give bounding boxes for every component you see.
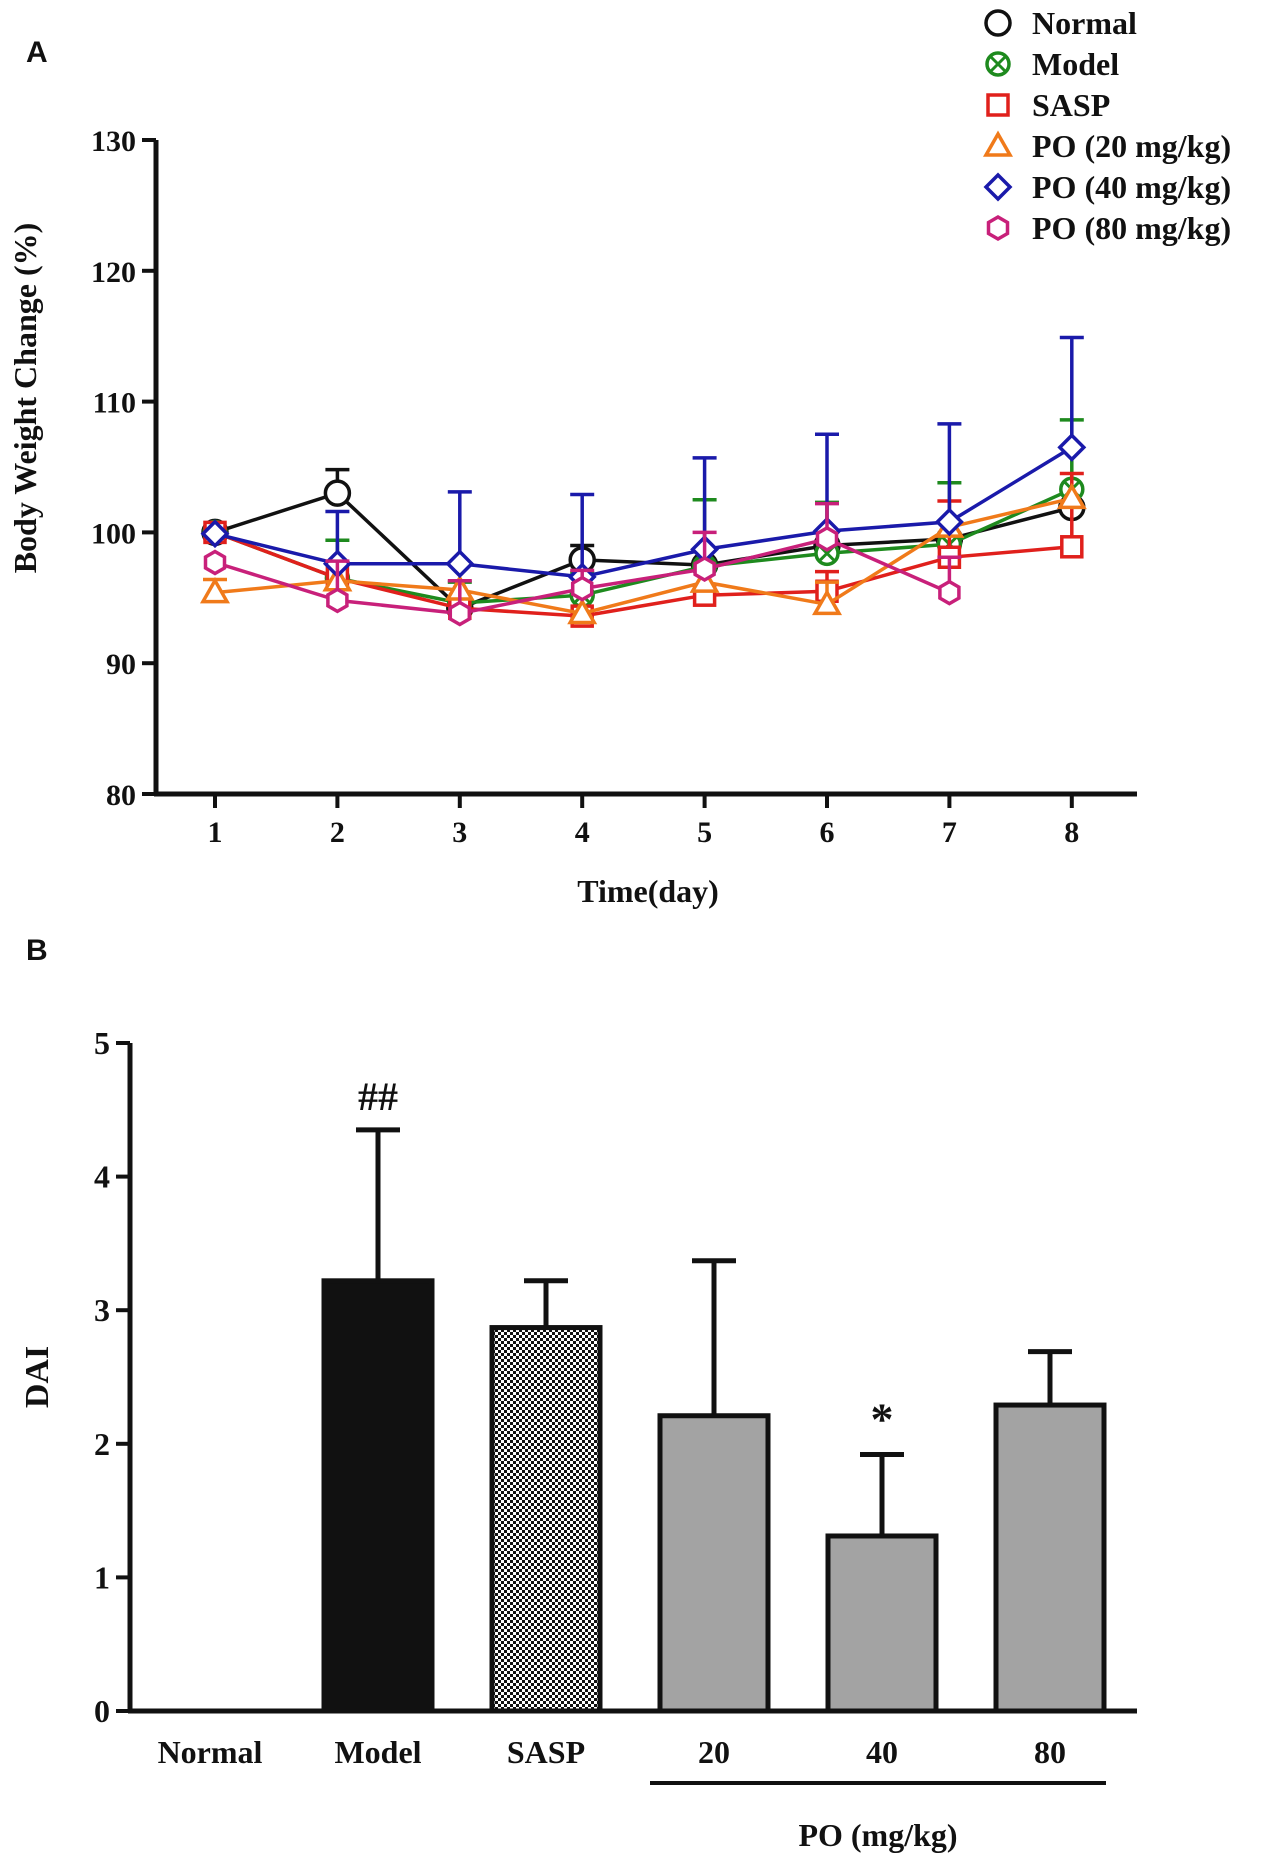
bar-rect (660, 1416, 768, 1711)
data-point (450, 603, 469, 625)
panel-label-b: B (26, 934, 48, 967)
y-tick-label: 80 (106, 779, 136, 812)
bar-rect (492, 1328, 600, 1711)
legend-marker (988, 95, 1008, 115)
x-tick-label: 2 (330, 816, 345, 849)
y-tick-label: 90 (106, 648, 136, 681)
y-tick-label: 1 (94, 1559, 110, 1595)
line-chart-body-weight: 80 90 100 110 120 130 1 2 3 4 5 6 7 8 Body Weight Cha… (7, 5, 1231, 909)
x-tick-label: Model (334, 1734, 421, 1770)
legend-item-normal: Normal (986, 5, 1137, 41)
data-point (695, 558, 714, 580)
legend-item-sasp: SASP (988, 87, 1110, 123)
legend-label: PO (40 mg/kg) (1032, 169, 1231, 205)
po-group-label: PO (mg/kg) (798, 1817, 957, 1853)
y-tick-label: 100 (91, 517, 136, 550)
x-tick-label: 40 (866, 1734, 898, 1770)
y-tick-label: 130 (91, 125, 136, 158)
bar-group: Normal Model ## SASP 20 40 * 80 (158, 1074, 1104, 1770)
y-tick-label: 4 (94, 1159, 110, 1195)
data-point (940, 582, 959, 604)
y-tick-label: 120 (91, 256, 136, 289)
x-tick-label: Normal (158, 1734, 263, 1770)
figure: A B 80901001101201301 2 3 4 5 6 7 8 Body Weight… (0, 0, 1280, 1858)
legend-label: Model (1032, 46, 1119, 82)
legend-label: PO (80 mg/kg) (1032, 210, 1231, 246)
legend-marker (986, 134, 1010, 155)
data-point (818, 528, 837, 550)
legend-label: PO (20 mg/kg) (1032, 128, 1231, 164)
legend-marker (986, 175, 1010, 199)
legend-item-po-80-mg-kg: PO (80 mg/kg) (989, 210, 1232, 246)
data-point (573, 578, 592, 600)
y-tick-label: 2 (94, 1426, 110, 1462)
legend-item-model: Model (987, 46, 1119, 82)
y-axis-label: DAI (19, 1346, 56, 1408)
bar-rect (324, 1281, 432, 1711)
legend: Normal Model SASP PO (20 mg/kg) PO (40 mg/kg… (986, 5, 1231, 246)
x-tick-label: 80 (1034, 1734, 1066, 1770)
line-series-group (203, 338, 1084, 627)
line-chart-axes: 80 90 100 110 120 130 1 2 3 4 5 6 7 8 (91, 125, 1137, 849)
bar-rect (828, 1536, 936, 1711)
significance-annotation: ## (358, 1074, 398, 1119)
x-tick-label: 4 (575, 816, 590, 849)
legend-label: Normal (1032, 5, 1137, 41)
x-tick-label: 3 (452, 816, 467, 849)
bar-chart-dai: 0 1 2 3 4 5 DAI Normal Model ## SASP 20 40 * 80 PO (… (19, 1025, 1137, 1853)
bar-chart-axes: 0 1 2 3 4 5 (94, 1025, 1137, 1729)
legend-marker (986, 11, 1010, 35)
x-tick-label: SASP (507, 1734, 585, 1770)
bar-rect (996, 1405, 1104, 1711)
legend-item-po-20-mg-kg: PO (20 mg/kg) (986, 128, 1231, 164)
panel-label-a: A (26, 36, 48, 69)
x-tick-label: 8 (1064, 816, 1079, 849)
y-tick-label: 3 (94, 1292, 110, 1328)
po-group-bracket: PO (mg/kg) (650, 1783, 1106, 1853)
bar-20: 20 (660, 1261, 768, 1770)
x-tick-label: 6 (820, 816, 835, 849)
y-tick-label: 5 (94, 1025, 110, 1061)
y-tick-label: 0 (94, 1693, 110, 1729)
x-tick-label: 20 (698, 1734, 730, 1770)
bar-40: 40 * (828, 1393, 936, 1770)
x-tick-label: 5 (697, 816, 712, 849)
significance-annotation: * (871, 1393, 894, 1444)
data-point (206, 552, 225, 574)
x-axis-label: Time(day) (577, 873, 719, 909)
data-point (1060, 435, 1084, 459)
x-tick-label: 1 (208, 816, 223, 849)
data-point (1062, 537, 1082, 557)
legend-label: SASP (1032, 87, 1110, 123)
bar-model: Model ## (324, 1074, 432, 1770)
legend-marker (989, 217, 1008, 239)
data-point (448, 552, 472, 576)
bar-sasp: SASP (492, 1281, 600, 1770)
legend-item-po-40-mg-kg: PO (40 mg/kg) (986, 169, 1231, 205)
bar-normal: Normal (158, 1734, 263, 1770)
data-point (328, 589, 347, 611)
y-tick-label: 110 (93, 387, 136, 420)
data-point (325, 481, 349, 505)
x-tick-label: 7 (942, 816, 957, 849)
y-axis-label: Body Weight Change (%) (7, 223, 43, 574)
legend-marker (987, 53, 1009, 75)
bar-80: 80 (996, 1352, 1104, 1770)
